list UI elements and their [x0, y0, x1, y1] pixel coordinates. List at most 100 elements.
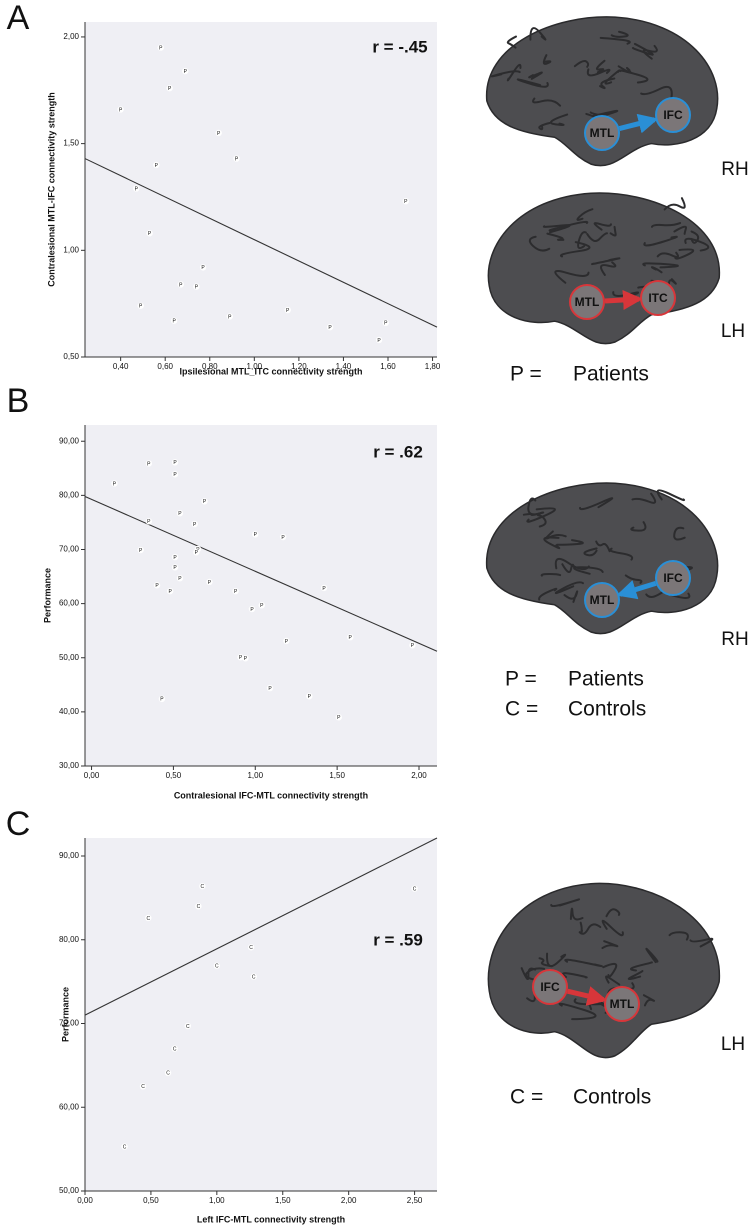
- x-tick-label: 1,00: [209, 1196, 225, 1205]
- sulcus: [577, 231, 587, 250]
- sulcus: [650, 222, 682, 228]
- point-marker: P: [349, 635, 353, 641]
- point-marker: P: [384, 321, 388, 327]
- point-marker: P: [139, 304, 143, 310]
- data-point: [335, 714, 342, 721]
- region-label: IFC: [663, 108, 683, 122]
- sulcus: [591, 257, 621, 266]
- x-tick-label: 1,20: [291, 362, 307, 371]
- sulcus: [668, 931, 689, 941]
- point-marker: P: [159, 45, 163, 51]
- point-marker: P: [178, 576, 182, 582]
- data-point: [137, 546, 144, 554]
- sulcus: [579, 497, 614, 511]
- point-marker: P: [195, 550, 199, 556]
- point-marker: C: [166, 1071, 170, 1077]
- sulcus: [690, 230, 700, 244]
- data-point: [184, 1022, 192, 1030]
- point-marker: P: [404, 199, 408, 205]
- sulcus: [586, 68, 611, 77]
- hemisphere-label: LH: [721, 1034, 745, 1055]
- point-marker: P: [254, 532, 258, 538]
- point-marker: P: [250, 607, 254, 613]
- point-marker: C: [197, 904, 201, 910]
- data-point: [145, 518, 153, 525]
- sulcus: [601, 940, 619, 950]
- data-point: [199, 882, 206, 890]
- sulcus: [630, 521, 647, 532]
- point-marker: P: [147, 519, 151, 525]
- data-point: [170, 317, 178, 324]
- point-marker: P: [148, 231, 152, 237]
- sulcus: [554, 557, 590, 571]
- region-node: [584, 115, 620, 151]
- sulcus: [602, 962, 618, 978]
- sulcus: [684, 237, 710, 252]
- sulcus: [532, 97, 562, 107]
- point-marker: C: [146, 916, 150, 922]
- panel-label: C: [6, 805, 31, 843]
- data-point: [171, 459, 179, 466]
- data-point: [409, 642, 416, 649]
- region-node: [604, 986, 640, 1022]
- point-marker: P: [113, 481, 117, 487]
- y-tick-label: 2,00: [63, 32, 79, 41]
- fit-line: [84, 837, 438, 1016]
- sulcus: [605, 975, 621, 986]
- x-tick-label: 0,00: [84, 771, 100, 780]
- sulcus: [556, 539, 584, 546]
- x-tick-label: 1,50: [329, 771, 345, 780]
- data-point: [402, 198, 410, 205]
- hemisphere-label: RH: [721, 629, 748, 650]
- sulcus: [546, 952, 567, 968]
- sulcus: [573, 60, 590, 68]
- y-tick-label: 0,50: [63, 352, 79, 361]
- sulcus: [506, 63, 522, 82]
- sulcus: [558, 1002, 597, 1021]
- data-point: [191, 520, 198, 528]
- sulcus: [609, 225, 617, 237]
- point-marker: P: [139, 548, 143, 554]
- point-marker: P: [337, 715, 341, 721]
- sulcus: [549, 113, 569, 126]
- x-tick-label: 0,50: [166, 771, 182, 780]
- data-point: [153, 582, 161, 589]
- sulcus: [573, 566, 604, 575]
- x-tick-label: 0,00: [77, 1196, 93, 1205]
- y-axis-title: Performance: [60, 987, 70, 1042]
- sulcus: [490, 70, 521, 78]
- panel-label: A: [7, 0, 30, 37]
- sulcus: [593, 222, 612, 231]
- y-tick-label: 1,50: [63, 139, 79, 148]
- x-axis-title: Left IFC-MTL connectivity strength: [197, 1214, 345, 1224]
- point-marker: P: [260, 603, 264, 609]
- sulcus: [538, 957, 553, 968]
- y-tick-label: 60,00: [59, 599, 80, 608]
- connection-arrow: [618, 113, 659, 134]
- data-point: [306, 692, 313, 700]
- point-marker: C: [249, 945, 253, 951]
- sulcus: [601, 919, 624, 937]
- sulcus: [656, 489, 686, 502]
- legend-symbol: P =: [505, 668, 537, 691]
- data-point: [283, 637, 290, 645]
- point-marker: P: [234, 589, 238, 595]
- point-marker: P: [184, 69, 188, 75]
- point-marker: P: [268, 686, 272, 692]
- x-tick-label: 0,40: [113, 362, 129, 371]
- sulcus: [650, 266, 663, 274]
- x-axis-title: Contralesional IFC-MTL connectivity stre…: [174, 790, 368, 800]
- sulcus: [631, 492, 657, 504]
- sulcus: [579, 921, 583, 935]
- sulcus: [538, 121, 551, 131]
- data-point: [258, 602, 266, 609]
- brain: [486, 482, 719, 635]
- sulcus: [605, 908, 621, 918]
- sulcus: [595, 59, 606, 74]
- point-marker: P: [135, 186, 139, 192]
- y-tick-label: 40,00: [59, 707, 80, 716]
- hemisphere-label: RH: [721, 159, 748, 180]
- data-point: [166, 84, 173, 92]
- point-marker: C: [201, 884, 205, 890]
- plot-area: [85, 425, 437, 766]
